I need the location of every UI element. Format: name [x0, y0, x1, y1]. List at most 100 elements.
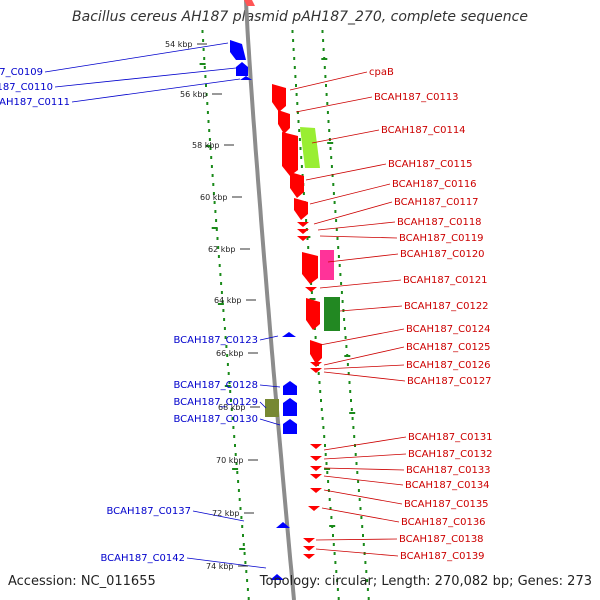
- kbp-label: 72 kbp: [212, 509, 240, 518]
- backbone-line: [244, 0, 296, 600]
- gc-track-outer: [336, 237, 339, 240]
- gc-track-outer: [356, 471, 359, 474]
- leader-left: [54, 67, 237, 88]
- gene-label-right: BCAH187_C0125: [406, 342, 491, 353]
- gene-rev-c0128: [283, 381, 297, 395]
- gc-track-right: [294, 75, 297, 78]
- map-title: Bacillus cereus AH187 plasmid pAH187_270…: [72, 9, 528, 25]
- gc-track-right: [320, 399, 322, 402]
- leader-right: [319, 235, 398, 239]
- accent-darkgreen-block: [324, 297, 340, 331]
- leader-right: [319, 279, 402, 289]
- gc-track-right: [325, 462, 328, 465]
- gc-track-right: [310, 291, 313, 294]
- leader-left: [192, 510, 245, 522]
- gc-track-outer: [337, 255, 340, 258]
- gc-track-left: [202, 48, 205, 51]
- gene-fwd-c0113: [278, 110, 290, 134]
- gc-track-outer: [333, 201, 336, 204]
- gc-track-left: [207, 120, 210, 123]
- gc-track-right: [302, 192, 305, 195]
- gc-track-right: [327, 480, 330, 483]
- gc-track-outer: [362, 543, 365, 546]
- gc-track-right: [298, 138, 301, 141]
- gene-fwd-c0126: [310, 368, 322, 373]
- leader-right: [315, 538, 398, 541]
- gc-track-left: [216, 237, 219, 240]
- gc-track-left: [243, 552, 246, 555]
- gc-track-left: [210, 156, 213, 159]
- gc-track-outer: [348, 381, 351, 384]
- gc-dash-right: [344, 355, 351, 357]
- gc-track-right: [330, 516, 333, 519]
- label-leaders: [44, 42, 407, 569]
- gene-label-right: BCAH187_C0136: [401, 517, 486, 528]
- gene-label-right: BCAH187_C0118: [397, 217, 482, 228]
- leader-right: [323, 489, 403, 505]
- gc-track-outer: [334, 210, 337, 213]
- gc-track-left: [226, 363, 229, 366]
- gene-label-right: BCAH187_C0116: [392, 179, 477, 190]
- gc-track-left: [245, 570, 248, 573]
- gc-track-outer: [324, 75, 327, 78]
- gene-rev-c0142: [270, 574, 284, 580]
- gc-track-left: [239, 507, 242, 510]
- gc-track-right: [320, 408, 323, 411]
- leader-right: [319, 328, 405, 346]
- gc-track-outer: [332, 192, 335, 195]
- gc-track-outer: [327, 120, 330, 123]
- gc-track-outer: [366, 579, 369, 582]
- gene-label-left: BCAH187_C0128: [173, 380, 258, 391]
- gene-rev-c0130: [283, 419, 297, 434]
- gene-label-right: BCAH187_C0127: [407, 376, 492, 387]
- gc-track-left: [241, 525, 244, 528]
- gc-track-outer: [341, 300, 344, 303]
- gc-track-left: [235, 462, 238, 465]
- gc-track-outer: [325, 93, 328, 96]
- leader-right: [311, 129, 380, 144]
- gc-track-outer: [322, 48, 325, 51]
- gc-track-left: [203, 57, 206, 60]
- gc-track-right: [319, 390, 322, 393]
- gc-track-outer: [335, 219, 338, 222]
- gc-dash-left: [232, 468, 239, 470]
- gene-fwd-c0132: [310, 456, 322, 461]
- accent-olive-block: [265, 399, 279, 417]
- gene-fwd-c0120: [302, 252, 318, 284]
- gene-fwd-c0138: [303, 538, 315, 543]
- leader-right: [295, 96, 373, 113]
- leader-right: [323, 346, 405, 366]
- gc-track-right: [336, 579, 339, 582]
- gc-track-outer: [339, 273, 342, 276]
- gene-rev-c0123: [282, 332, 296, 337]
- gc-track-right: [324, 453, 327, 456]
- gc-track-left: [204, 75, 207, 78]
- gc-track-left: [203, 66, 206, 69]
- gc-track-left: [205, 93, 208, 96]
- gc-dash-right: [327, 142, 334, 144]
- leader-left: [259, 335, 279, 341]
- gc-track-right: [328, 498, 331, 501]
- gc-track-left: [221, 300, 224, 303]
- gc-track-left: [206, 111, 209, 114]
- gc-track-right: [293, 66, 296, 69]
- gene-fwd-c0133: [310, 466, 322, 471]
- gc-track-right: [292, 39, 295, 42]
- leader-left: [259, 401, 267, 409]
- gene-rev-c0110: [236, 62, 248, 76]
- gc-track-left: [230, 408, 233, 411]
- gc-dash-right: [324, 468, 331, 470]
- gc-dash-left: [205, 145, 212, 147]
- gc-dash-left: [224, 385, 231, 387]
- gc-track-outer: [359, 507, 362, 510]
- gc-track-right: [306, 237, 309, 240]
- gene-rev-c0129: [283, 398, 297, 416]
- gene-fwd-c0116: [294, 198, 308, 220]
- gc-track-left: [214, 210, 217, 213]
- gene-label-right: BCAH187_C0113: [374, 92, 459, 103]
- gc-track-left: [224, 336, 227, 339]
- leader-right: [323, 364, 405, 370]
- gene-fwd-c0134: [310, 474, 322, 479]
- gc-track-right: [313, 327, 316, 330]
